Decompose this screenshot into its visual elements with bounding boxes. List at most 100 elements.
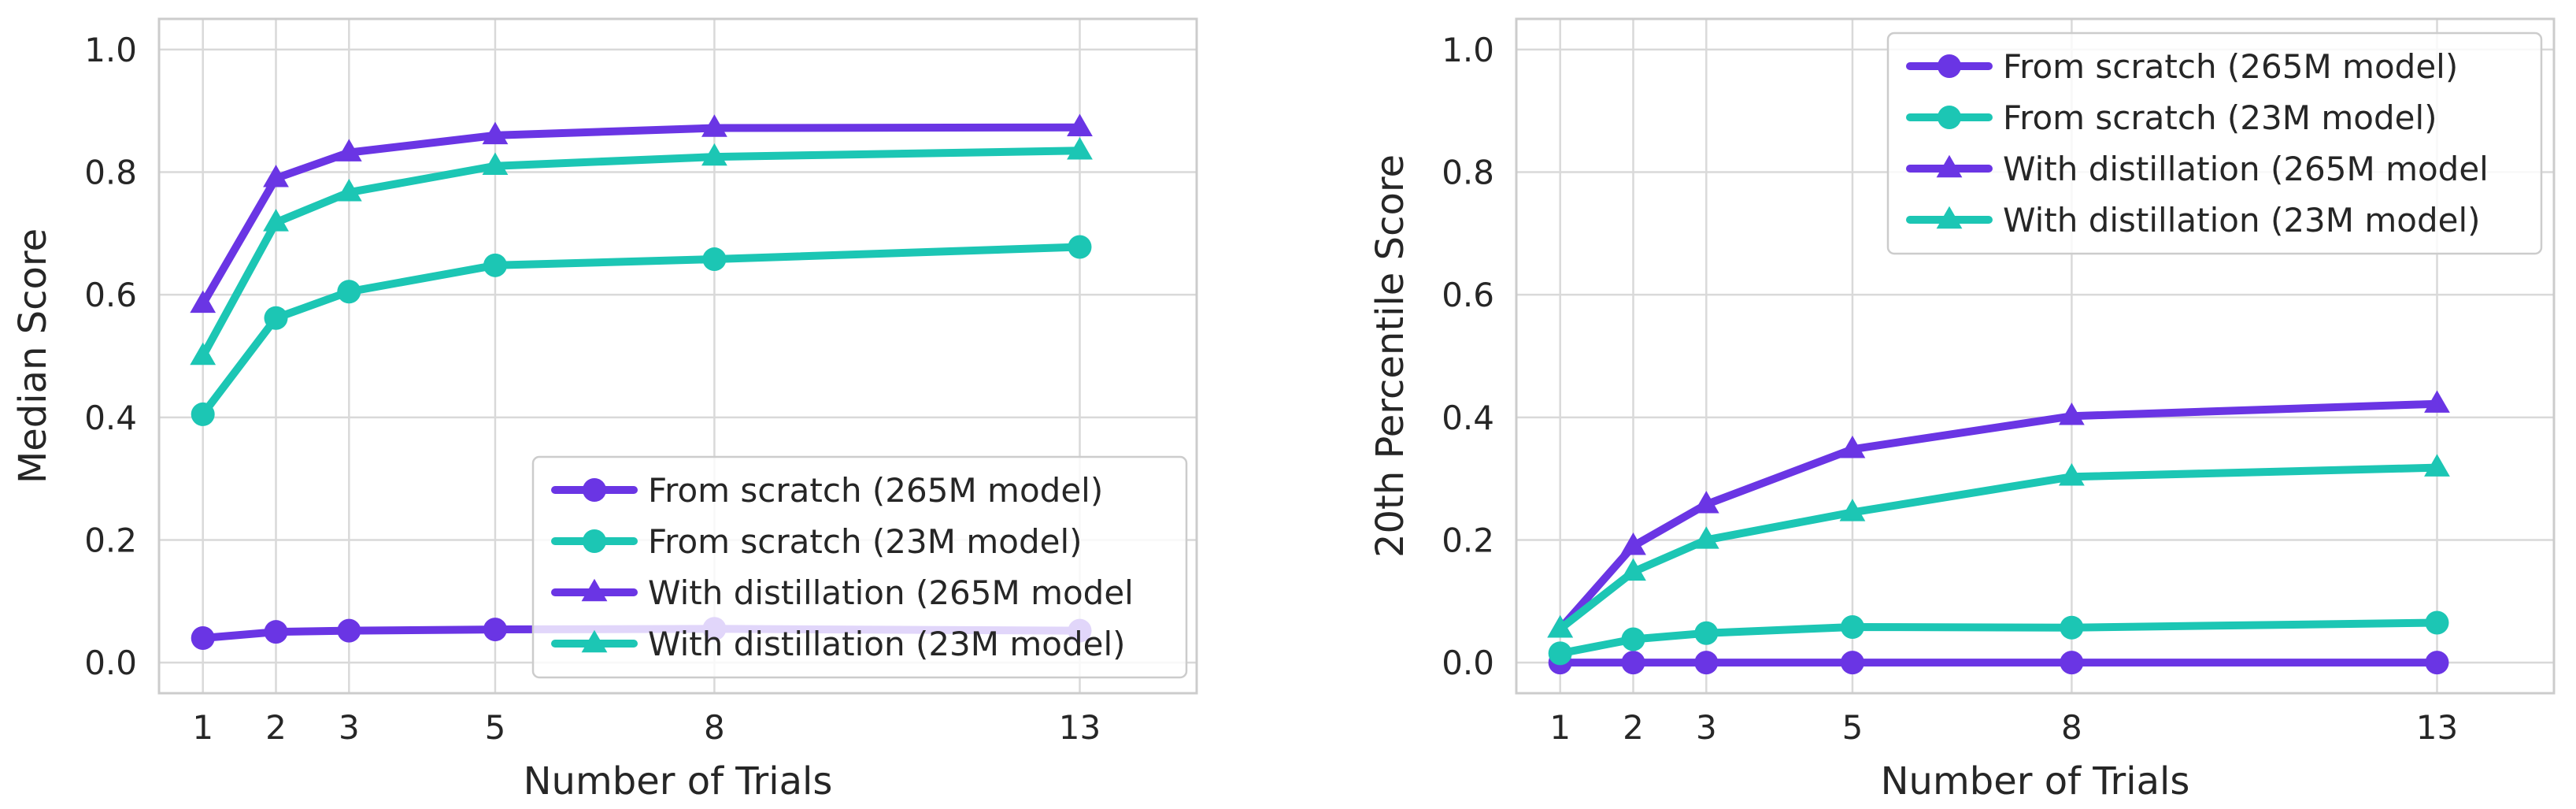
y-tick-label: 0.8 [84,154,137,192]
data-point [337,618,361,643]
x-tick-label: 5 [1842,708,1864,747]
data-point [2424,454,2450,477]
data-point [263,209,289,232]
data-point [1620,532,1646,555]
x-tick-label: 2 [1623,708,1644,747]
legend-marker [583,529,606,553]
data-point [1840,614,1864,639]
data-point [2059,463,2085,486]
data-point [1840,651,1864,675]
legend-label: With distillation (23M model) [648,625,1126,663]
median-score-panel: 1 2 3 5 8 13 0.0 0.2 0.4 0.6 0.8 1.0 Number of Trial… [11,17,1198,803]
legend-label: With distillation (23M model) [2003,201,2481,239]
data-point [1067,113,1093,136]
legend-box [1886,32,2543,255]
data-point [190,290,217,314]
y-tick-label: 0.2 [1442,521,1494,559]
x-tick-label: 3 [1696,708,1717,747]
y-tick-label: 0.4 [84,399,137,437]
legend-marker [1936,154,1963,178]
y-tick-label: 1.0 [1442,31,1494,69]
percentile-score-panel: 1 2 3 5 8 13 0.0 0.2 0.4 0.6 0.8 1.0 Number of Trial… [1368,17,2556,803]
x-axis-label: Number of Trials [1881,759,2190,803]
series-line [198,243,1084,418]
legend-label: From scratch (23M model) [648,522,1083,561]
data-point [191,402,215,426]
data-point [1621,651,1645,675]
data-point [1620,558,1646,581]
data-point [1839,499,1866,521]
data-point [337,280,361,304]
x-axis-label: Number of Trials [524,759,833,803]
y-tick-label: 0.2 [84,521,137,559]
legend-label: With distillation (265M model [648,573,1134,612]
x-tick-label: 13 [1059,708,1101,747]
data-point [483,253,507,277]
x-tick-label: 1 [192,708,213,747]
data-point [2060,615,2084,640]
series-line [1556,618,2441,658]
legend-label: From scratch (265M model) [2003,47,2458,86]
data-point [1839,436,1866,458]
data-point [701,143,727,166]
plot-frame [157,17,1198,695]
x-tick-label: 5 [485,708,506,747]
y-axis-label: Median Score [11,228,55,484]
series-line [198,147,1084,360]
data-point [2425,651,2449,675]
data-point [1694,651,1719,675]
y-tick-label: 0.8 [1442,154,1494,192]
data-point [483,618,507,642]
legend-marker [1938,54,1961,78]
x-tick-label: 13 [2416,708,2458,747]
legend-label: From scratch (265M model) [648,471,1103,510]
legend-marker [1938,106,1961,129]
data-point [701,114,727,137]
legend-marker [581,578,608,602]
data-point [1693,491,1719,514]
data-point [1067,137,1093,160]
data-point [2425,610,2449,635]
data-point [482,121,509,145]
series-line [1556,463,2441,633]
data-point [482,152,509,175]
series-line [1556,399,2441,633]
y-tick-label: 0.0 [1442,644,1494,682]
legend-box [531,455,1188,679]
plot-frame [1515,17,2556,695]
y-tick-label: 0.4 [1442,399,1494,437]
y-tick-label: 1.0 [84,31,137,69]
legend-label: From scratch (23M model) [2003,98,2437,137]
data-point [1068,235,1092,259]
data-point [2424,390,2450,413]
legend-label: With distillation (265M model [2003,150,2489,188]
data-point [335,178,362,202]
legend-marker [583,478,606,502]
data-point [702,247,727,272]
data-point [1694,621,1719,645]
y-axis-label: 20th Percentile Score [1368,154,1412,558]
legend-marker [1936,206,1963,229]
data-point [2059,403,2085,425]
data-point [1693,526,1719,549]
series-line [198,123,1084,308]
x-tick-label: 3 [339,708,360,747]
data-point [335,139,362,161]
data-point [1548,641,1572,666]
x-tick-label: 2 [265,708,287,747]
y-tick-label: 0.0 [84,644,137,682]
data-point [264,620,288,644]
data-point [264,306,288,330]
data-point [1547,615,1574,638]
data-point [191,625,215,650]
data-point [263,165,289,187]
x-tick-label: 8 [2061,708,2082,747]
x-tick-label: 8 [704,708,725,747]
data-point [1621,627,1645,651]
x-tick-label: 1 [1549,708,1571,747]
legend-marker [581,629,608,653]
data-point [2060,651,2084,675]
y-tick-label: 0.6 [1442,276,1494,314]
y-tick-label: 0.6 [84,276,137,314]
